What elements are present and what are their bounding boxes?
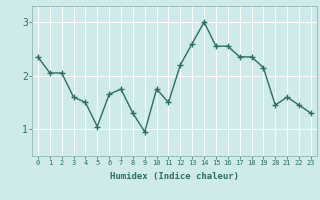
X-axis label: Humidex (Indice chaleur): Humidex (Indice chaleur) <box>110 172 239 181</box>
